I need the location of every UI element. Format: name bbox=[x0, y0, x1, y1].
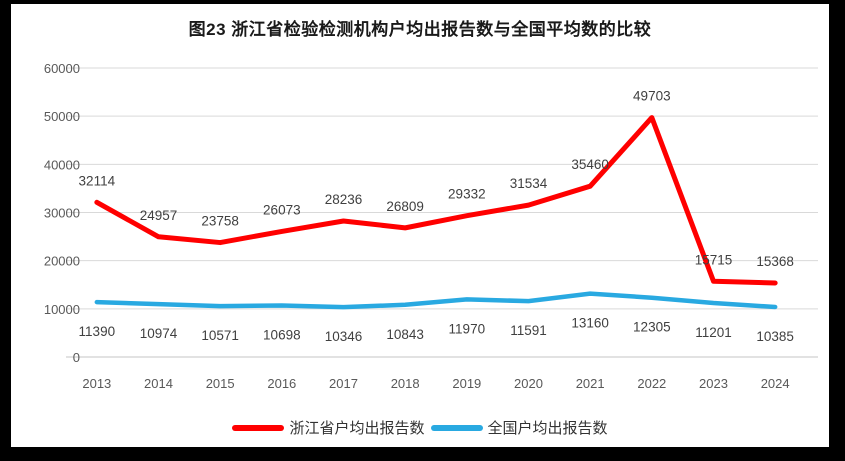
y-tick-label: 10000 bbox=[44, 302, 80, 317]
frame-border-top bbox=[0, 0, 845, 4]
x-tick-label: 2017 bbox=[329, 376, 358, 391]
y-tick-label: 50000 bbox=[44, 109, 80, 124]
data-label: 15715 bbox=[695, 252, 733, 267]
y-tick-label: 60000 bbox=[44, 61, 80, 76]
y-tick-label: 20000 bbox=[44, 254, 80, 269]
legend-swatch-red-line bbox=[232, 424, 285, 431]
x-tick-label: 2019 bbox=[452, 376, 481, 391]
y-axis-labels: 0 10000 20000 30000 40000 50000 60000 bbox=[44, 61, 80, 365]
x-tick-label: 2024 bbox=[761, 376, 790, 391]
data-label: 26073 bbox=[263, 202, 301, 217]
x-tick-label: 2018 bbox=[391, 376, 420, 391]
data-label: 11390 bbox=[79, 324, 116, 339]
data-labels-series-1: 11390 10974 10571 10698 10346 10843 11970 11591… bbox=[79, 316, 794, 345]
data-label: 28236 bbox=[325, 192, 363, 207]
data-label: 49703 bbox=[633, 89, 671, 104]
data-label: 15368 bbox=[756, 254, 794, 269]
data-label: 13160 bbox=[571, 316, 609, 331]
y-tick-label: 40000 bbox=[44, 157, 80, 172]
data-label: 10346 bbox=[325, 329, 363, 344]
data-labels-series-0: 32114 24957 23758 26073 28236 26809 29332 31534… bbox=[79, 89, 794, 269]
data-label: 11970 bbox=[449, 321, 486, 336]
data-label: 24957 bbox=[140, 208, 178, 223]
data-label: 23758 bbox=[201, 214, 239, 229]
y-tick-label: 30000 bbox=[44, 206, 80, 221]
data-label: 29332 bbox=[448, 187, 486, 202]
data-label: 10843 bbox=[386, 327, 424, 342]
data-label: 11201 bbox=[695, 325, 732, 340]
legend-swatch-blue-line bbox=[430, 424, 483, 431]
chart-legend: 浙江省户均出报告数 全国户均出报告数 bbox=[11, 417, 829, 438]
x-tick-label: 2021 bbox=[576, 376, 605, 391]
data-label: 26809 bbox=[386, 199, 424, 214]
data-label: 10698 bbox=[263, 327, 301, 342]
frame-border-left bbox=[0, 0, 11, 461]
legend-label-national: 全国户均出报告数 bbox=[487, 420, 608, 437]
data-label: 10571 bbox=[201, 328, 239, 343]
x-tick-label: 2023 bbox=[699, 376, 728, 391]
series-line-0 bbox=[94, 115, 778, 286]
legend-item-zhejiang: 浙江省户均出报告数 bbox=[232, 417, 425, 438]
y-tick-label: 0 bbox=[73, 350, 80, 365]
legend-label-zhejiang: 浙江省户均出报告数 bbox=[289, 420, 425, 437]
x-tick-label: 2020 bbox=[514, 376, 543, 391]
frame-border-bottom bbox=[0, 447, 845, 461]
x-tick-label: 2014 bbox=[144, 376, 173, 391]
data-label: 31534 bbox=[510, 176, 548, 191]
x-tick-label: 2022 bbox=[637, 376, 666, 391]
chart-title: 图23 浙江省检验检测机构户均出报告数与全国平均数的比较 bbox=[188, 20, 652, 39]
data-label: 10974 bbox=[140, 326, 178, 341]
data-label: 32114 bbox=[79, 173, 116, 188]
x-tick-label: 2015 bbox=[206, 376, 235, 391]
x-axis-labels: 2013 2014 2015 2016 2017 2018 2019 2020 2021 2022… bbox=[82, 376, 789, 391]
gridlines bbox=[66, 67, 818, 358]
legend-item-national: 全国户均出报告数 bbox=[430, 417, 608, 438]
data-label: 35460 bbox=[571, 157, 609, 172]
x-tick-label: 2013 bbox=[82, 376, 111, 391]
data-label: 12305 bbox=[633, 320, 671, 335]
data-label: 10385 bbox=[756, 329, 794, 344]
series-line-1 bbox=[94, 291, 778, 310]
data-label: 11591 bbox=[510, 323, 547, 338]
frame-border-right bbox=[829, 0, 845, 461]
x-tick-label: 2016 bbox=[267, 376, 296, 391]
